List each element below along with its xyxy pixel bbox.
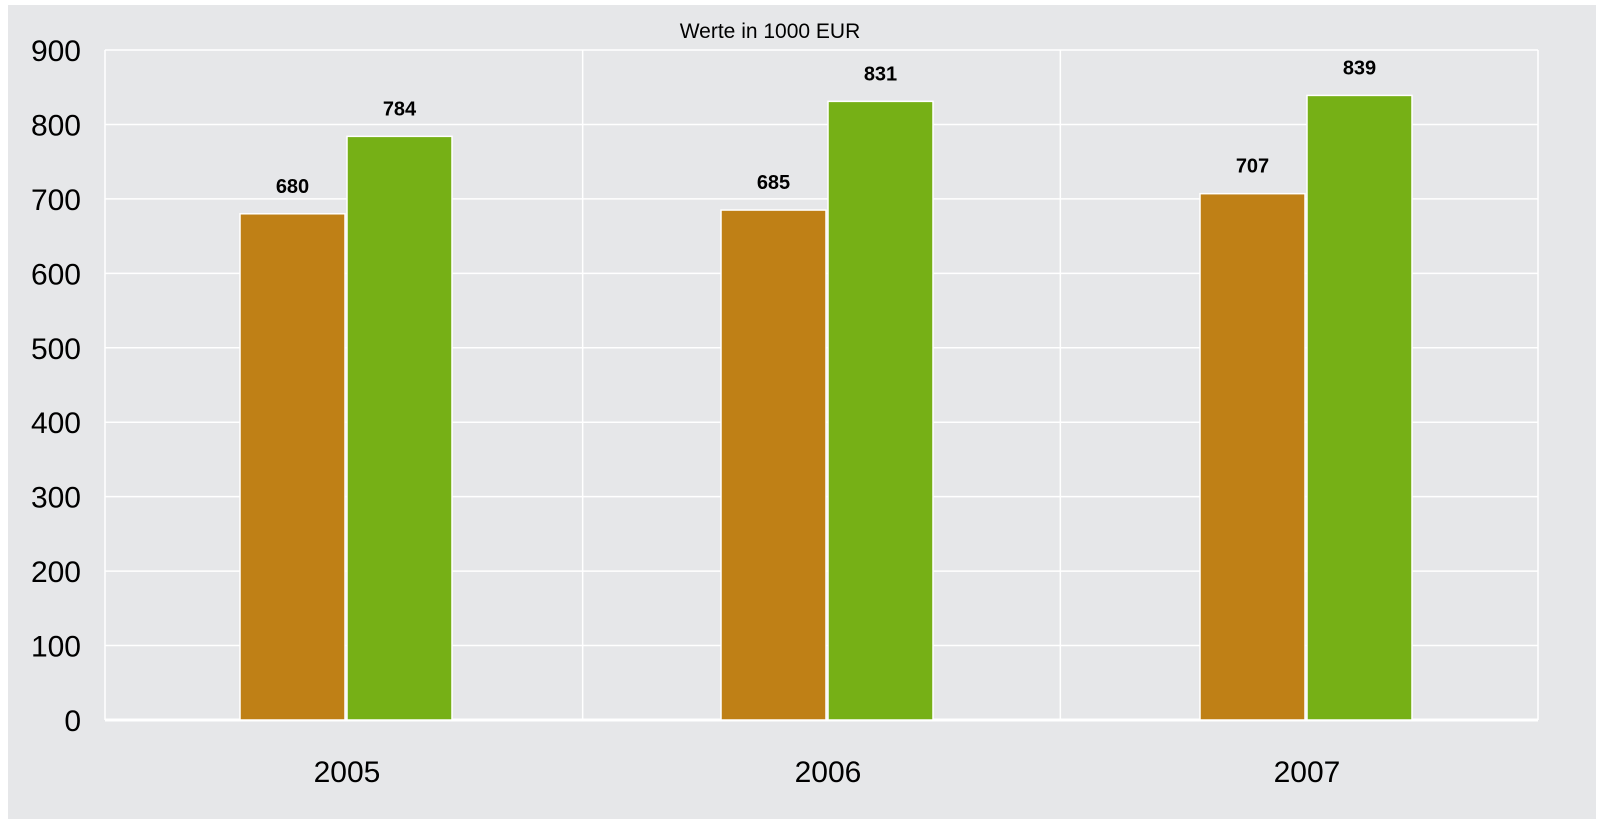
y-tick-label: 100 bbox=[31, 631, 81, 664]
bar-series2-2005 bbox=[346, 135, 453, 721]
data-label-series1-2005: 680 bbox=[276, 176, 309, 198]
bar-series2-2006 bbox=[827, 100, 934, 721]
bar-chart: 680 784 685 831 707 839 0 100 200 300 400 500 600 70… bbox=[31, 20, 1539, 789]
y-tick-label: 0 bbox=[64, 705, 81, 738]
bar-series1-2007 bbox=[1199, 192, 1306, 721]
y-tick-label: 200 bbox=[31, 556, 81, 589]
bar-series1-2005 bbox=[239, 213, 346, 721]
bar-series1-2006 bbox=[720, 209, 827, 721]
x-tick-label: 2005 bbox=[314, 756, 381, 789]
y-tick-label: 600 bbox=[31, 258, 81, 291]
data-label-series1-2006: 685 bbox=[757, 172, 790, 194]
data-labels: 680 784 685 831 707 839 bbox=[276, 57, 1376, 197]
x-tick-label: 2006 bbox=[795, 756, 862, 789]
y-axis-ticks: 0 100 200 300 400 500 600 700 800 900 bbox=[31, 35, 81, 738]
y-tick-label: 800 bbox=[31, 109, 81, 142]
y-tick-label: 700 bbox=[31, 184, 81, 217]
data-label-series1-2007: 707 bbox=[1236, 156, 1269, 178]
data-label-series2-2007: 839 bbox=[1343, 57, 1376, 79]
y-tick-label: 400 bbox=[31, 407, 81, 440]
y-tick-label: 300 bbox=[31, 482, 81, 515]
y-tick-label: 500 bbox=[31, 333, 81, 366]
x-tick-label: 2007 bbox=[1274, 756, 1341, 789]
bars bbox=[239, 94, 1413, 721]
chart-subtitle: Werte in 1000 EUR bbox=[680, 20, 861, 43]
y-tick-label: 900 bbox=[31, 35, 81, 68]
chart-area: 680 784 685 831 707 839 0 100 200 300 400 500 600 70… bbox=[8, 5, 1596, 819]
x-axis-ticks: 2005 2006 2007 bbox=[314, 756, 1341, 789]
data-label-series2-2005: 784 bbox=[383, 98, 417, 120]
bar-series2-2007 bbox=[1306, 94, 1413, 721]
data-label-series2-2006: 831 bbox=[864, 63, 897, 85]
